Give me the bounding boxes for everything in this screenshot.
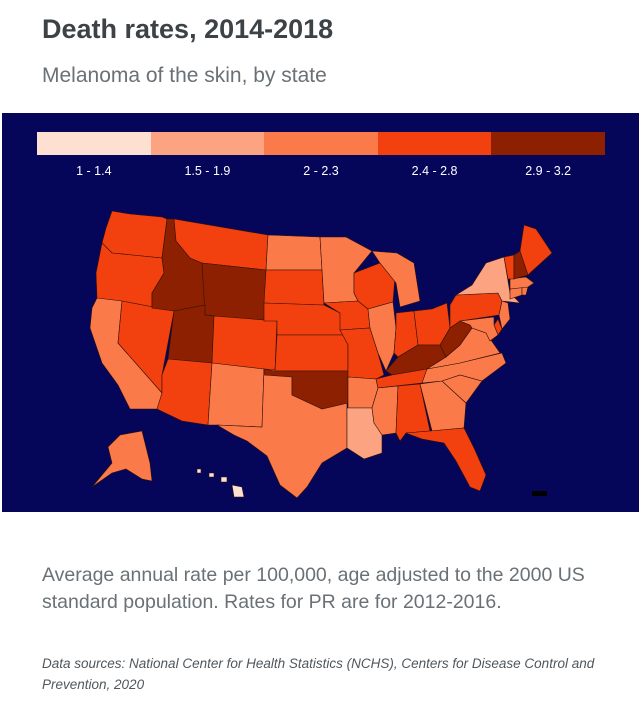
state-MD[interactable] xyxy=(459,316,499,342)
legend xyxy=(37,132,605,155)
us-map xyxy=(89,210,553,499)
state-MA[interactable] xyxy=(509,276,535,290)
state-WY[interactable] xyxy=(201,262,267,322)
state-IL[interactable] xyxy=(367,301,397,372)
state-NJ[interactable] xyxy=(498,300,511,330)
source-citation: Data sources: National Center for Health… xyxy=(42,656,595,692)
state-AZ[interactable] xyxy=(156,358,213,426)
state-HI-kauai[interactable] xyxy=(196,468,202,474)
legend-label-5: 2.9 - 3.2 xyxy=(525,164,572,178)
state-HI-big-island[interactable] xyxy=(231,484,245,498)
state-KS[interactable] xyxy=(274,334,349,372)
state-AK[interactable] xyxy=(91,430,153,488)
state-MI[interactable] xyxy=(371,250,421,308)
state-OK[interactable] xyxy=(263,368,349,410)
legend-swatch-1 xyxy=(37,132,151,155)
state-SD[interactable] xyxy=(263,269,325,306)
legend-swatch-3 xyxy=(264,132,378,155)
state-FL[interactable] xyxy=(405,427,487,492)
legend-label-2: 1.5 - 1.9 xyxy=(184,164,231,178)
pr-marker xyxy=(532,491,547,496)
chart-title: Death rates, 2014-2018 xyxy=(42,14,334,44)
state-HI-maui[interactable] xyxy=(220,476,228,483)
state-RI[interactable] xyxy=(521,286,529,296)
state-ME[interactable] xyxy=(519,224,553,276)
state-CO[interactable] xyxy=(211,315,278,372)
legend-label-3: 2 - 2.3 xyxy=(303,164,339,178)
legend-swatch-5 xyxy=(491,132,605,155)
state-HI[interactable] xyxy=(196,468,245,498)
legend-labels: 1 - 1.4 1.5 - 1.9 2 - 2.3 2.4 - 2.8 2.9 … xyxy=(37,164,605,178)
state-HI-oahu[interactable] xyxy=(208,472,215,478)
chart-subtitle: Melanoma of the skin, by state xyxy=(42,64,327,87)
state-WA[interactable] xyxy=(101,210,168,259)
legend-swatch-4 xyxy=(377,132,492,155)
legend-swatch-2 xyxy=(150,132,265,155)
legend-label-1: 1 - 1.4 xyxy=(76,164,112,178)
footnote: Average annual rate per 100,000, age adj… xyxy=(42,564,585,613)
map-panel: 1 - 1.4 1.5 - 1.9 2 - 2.3 2.4 - 2.8 2.9 … xyxy=(2,113,639,512)
legend-label-4: 2.4 - 2.8 xyxy=(411,164,458,178)
state-NM[interactable] xyxy=(207,362,265,428)
state-ND[interactable] xyxy=(265,234,323,271)
